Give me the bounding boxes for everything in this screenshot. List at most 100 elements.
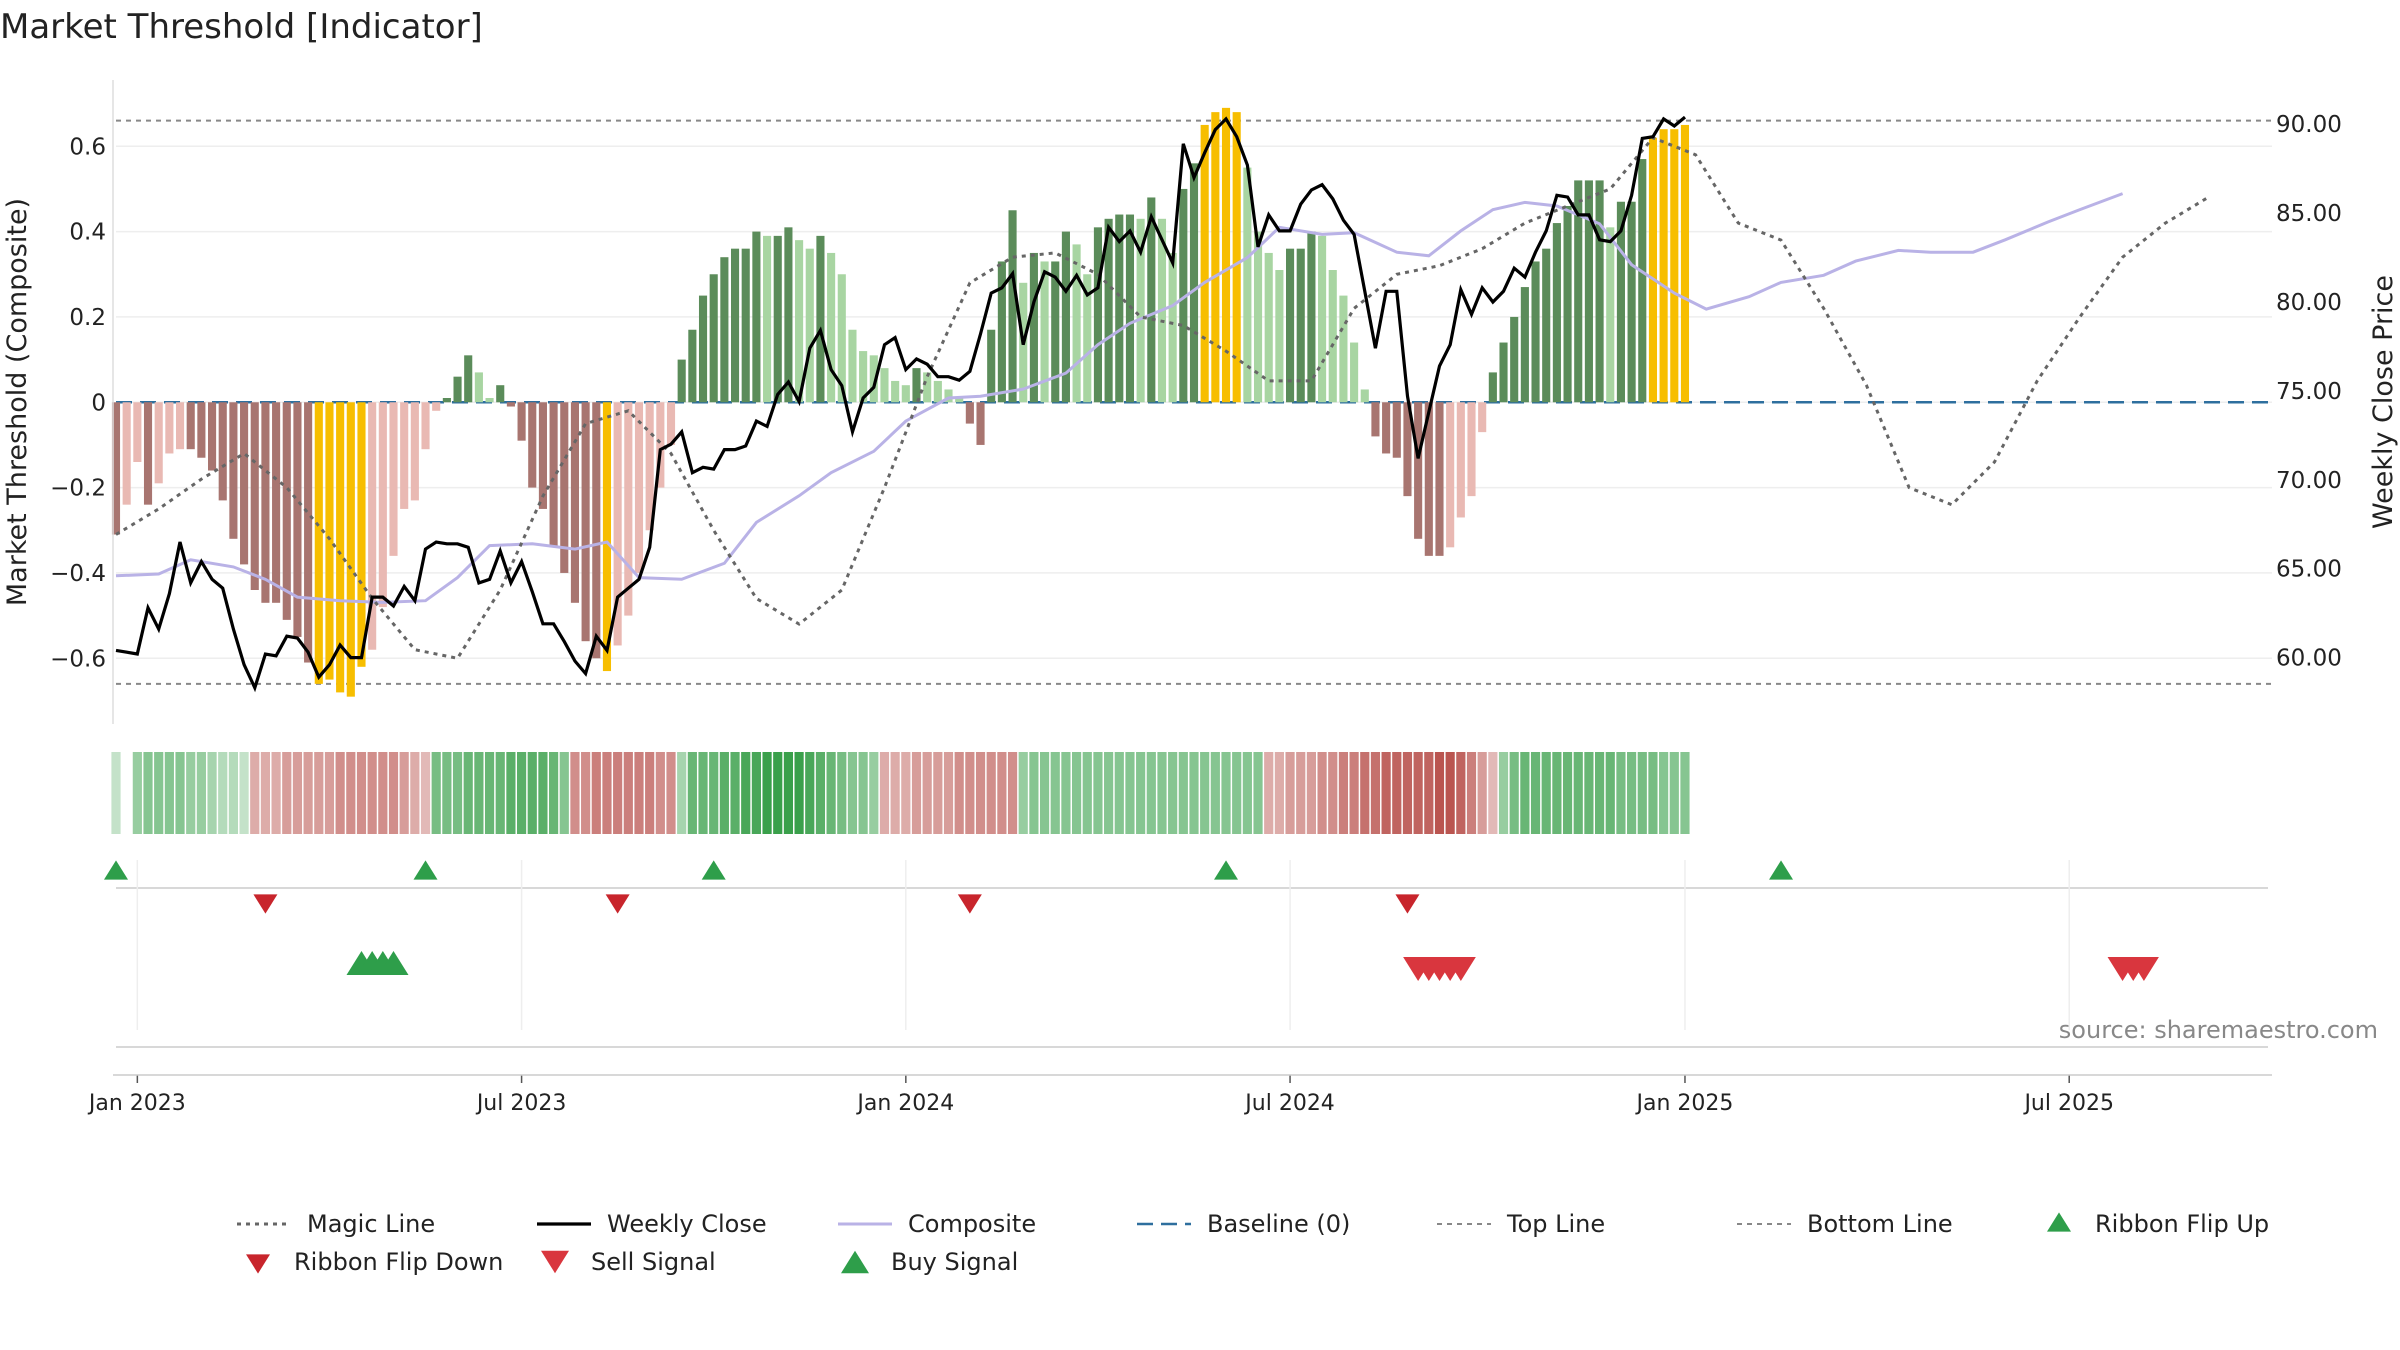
composite-bar xyxy=(656,402,665,488)
ribbon-cell xyxy=(901,752,911,834)
composite-bar xyxy=(1221,107,1231,403)
composite-bar xyxy=(325,402,334,680)
composite-bar xyxy=(400,402,409,509)
ribbon-cell xyxy=(794,752,804,834)
composite-bar xyxy=(421,402,430,450)
composite-bar xyxy=(795,240,804,403)
left-axis-label: Market Threshold (Composite) xyxy=(2,198,33,606)
weekly-close-line xyxy=(115,115,1687,693)
legend-item-flip_up: Ribbon Flip Up xyxy=(2047,1210,2269,1238)
composite-bar xyxy=(1115,214,1124,403)
ribbon-cell xyxy=(1072,752,1082,834)
ribbon-cell xyxy=(399,752,409,834)
ribbon-cell xyxy=(1039,752,1050,834)
composite-bar xyxy=(1403,402,1412,497)
left-tick-label: 0.4 xyxy=(69,220,106,246)
ribbon-cell xyxy=(164,752,174,834)
legend-label: Bottom Line xyxy=(1807,1210,1953,1238)
composite-bar xyxy=(1168,252,1177,403)
composite-bar xyxy=(976,402,985,445)
ribbon-cell xyxy=(751,752,761,834)
composite-bar xyxy=(720,257,729,403)
ribbon-cell xyxy=(250,752,260,834)
composite-bar xyxy=(1211,112,1220,403)
ribbon-cell xyxy=(911,752,922,834)
ribbon-cell xyxy=(1114,752,1124,834)
ribbon-cell xyxy=(516,752,527,834)
composite-bar xyxy=(378,402,387,608)
composite-bar xyxy=(1339,295,1348,403)
ribbon-cell xyxy=(452,752,463,834)
right-tick-label: 60.00 xyxy=(2276,646,2342,672)
composite-bar xyxy=(1296,248,1305,403)
composite-bar xyxy=(453,376,462,403)
ribbon-cell xyxy=(858,752,868,834)
buy-signal-marker xyxy=(378,951,409,975)
composite-bar xyxy=(1264,252,1273,403)
ribbon-cell xyxy=(356,752,367,834)
ribbon-cell xyxy=(1402,752,1413,834)
ribbon-cell xyxy=(1082,752,1092,834)
ribbon-cell xyxy=(1584,752,1594,834)
composite-bar xyxy=(1253,231,1263,403)
legend-swatch xyxy=(841,1250,869,1274)
composite-bar xyxy=(1307,231,1316,403)
composite-bar xyxy=(1648,137,1658,403)
ribbon-cell xyxy=(132,752,142,834)
composite-bar xyxy=(677,359,686,403)
composite-bar xyxy=(997,261,1006,403)
ribbon-cell xyxy=(1189,752,1199,834)
ribbon-cell xyxy=(431,752,441,834)
ribbon-cell xyxy=(1157,752,1167,834)
composite-bar xyxy=(634,402,644,573)
legend-item-weekly_close: Weekly Close xyxy=(537,1210,767,1238)
composite-bar xyxy=(1478,402,1487,433)
ribbon-cell xyxy=(645,752,655,834)
composite-bar xyxy=(314,402,323,684)
ribbon-cell xyxy=(613,752,623,834)
ribbon-cell xyxy=(143,752,153,834)
composite-bar xyxy=(848,329,857,403)
ribbon-cell xyxy=(954,752,964,834)
composite-bar xyxy=(837,274,846,403)
composite-bar xyxy=(1179,188,1188,403)
ribbon-cell xyxy=(1200,752,1210,834)
ribbon-cell xyxy=(1541,752,1551,834)
ribbon-cell xyxy=(1007,752,1018,834)
ribbon-cell xyxy=(559,752,569,834)
composite-bar xyxy=(240,402,249,565)
ribbon-cell xyxy=(1296,752,1306,834)
composite-bar xyxy=(336,402,345,693)
ribbon-cell xyxy=(1562,752,1573,834)
composite-bar xyxy=(741,248,750,403)
ribbon-cell xyxy=(965,752,975,834)
composite-bar xyxy=(175,402,185,450)
ribbon-cell xyxy=(602,752,612,834)
composite-bar xyxy=(197,402,206,458)
ribbon-cell xyxy=(1509,752,1519,834)
composite-bar xyxy=(165,402,174,454)
composite-bar xyxy=(528,402,537,488)
ribbon-cell xyxy=(677,752,687,834)
composite-bar xyxy=(1638,159,1647,403)
composite-bar xyxy=(208,402,217,471)
ribbon-cell xyxy=(1285,752,1295,834)
composite-bar xyxy=(570,402,580,603)
ribbon-cell xyxy=(687,752,697,834)
composite-bar xyxy=(1029,252,1038,403)
composite-bar xyxy=(816,235,825,403)
ribbon-cell xyxy=(805,752,815,834)
composite-bar xyxy=(272,402,281,603)
composite-bar xyxy=(1328,270,1337,403)
composite-bar xyxy=(560,402,569,573)
ribbon-cell xyxy=(1264,752,1274,834)
composite-bar xyxy=(1424,402,1433,556)
left-tick-label: 0.2 xyxy=(69,305,106,331)
composite-bar xyxy=(432,402,441,411)
composite-bar xyxy=(1520,287,1529,403)
ribbon-cell xyxy=(367,752,377,834)
composite-bar xyxy=(773,235,782,403)
ribbon-cell xyxy=(1498,752,1509,834)
composite-bar xyxy=(1318,235,1327,403)
